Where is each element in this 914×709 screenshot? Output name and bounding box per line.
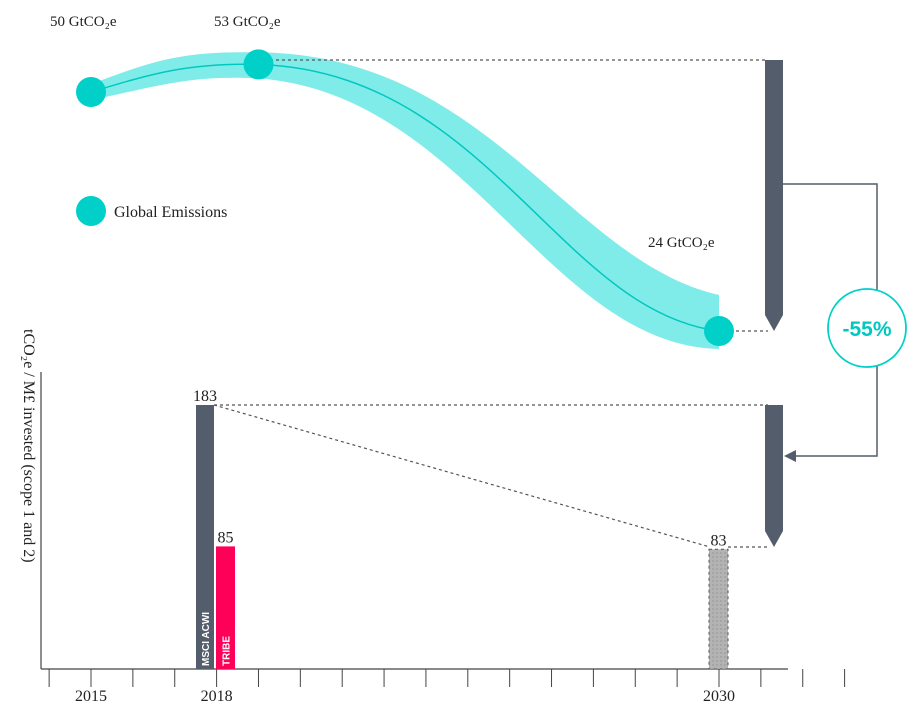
bar-value-msci-acwi: 183 [193, 388, 217, 405]
x-axis-ticks [48, 669, 846, 687]
x-tick-label-2030: 2030 [703, 688, 735, 705]
emissions-label-2019: 53 GtCO₂e [214, 14, 281, 30]
bar-2030-target [708, 548, 729, 670]
legend-label-global-emissions: Global Emissions [114, 204, 227, 221]
x-tick-label-2018: 2018 [201, 688, 233, 705]
emissions-uncertainty-band [91, 52, 719, 350]
bar-name-tribe: TRIBE [222, 636, 233, 666]
top-reduction-bar [765, 60, 783, 331]
emissions-line [90, 63, 720, 332]
emissions-label-2015: 50 GtCO₂e [50, 14, 117, 30]
bar-value-2030: 83 [711, 532, 727, 549]
bottom-reduction-bar [765, 405, 783, 547]
bar-name-msci-acwi: MSCI ACWI [201, 612, 212, 666]
reduction-arrowhead [784, 450, 796, 462]
emissions-point-2019 [243, 49, 274, 80]
emissions-label-2030: 24 GtCO₂e [648, 235, 715, 251]
legend-marker-global-emissions [76, 196, 106, 226]
x-tick-label-2015: 2015 [75, 688, 107, 705]
bar-msci-acwi [196, 405, 214, 669]
emissions-point-2015 [76, 77, 106, 107]
reduction-percentage: -55% [842, 318, 891, 341]
bar-value-tribe: 85 [218, 529, 234, 546]
bar-tribe [216, 546, 235, 669]
reduction-badge [827, 288, 907, 368]
y-axis-label: tCO₂e / M£ invested (scope 1 and 2) [20, 329, 37, 563]
bottom-trend-line [213, 404, 711, 548]
emissions-point-2030 [704, 316, 734, 346]
